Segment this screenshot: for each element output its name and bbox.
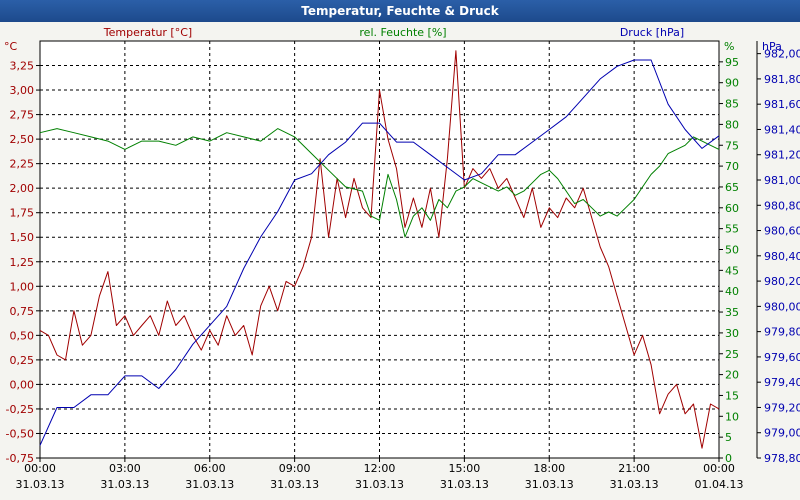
x-tick-date: 31.03.13 [610,478,659,491]
series-line-temperature [39,50,720,449]
temp-tick-label: -0,25 [6,403,34,416]
temp-tick-label: -0,50 [6,427,34,440]
x-tick-time: 09:00 [279,462,311,475]
pressure-tick-label: 979,60 [764,351,800,364]
humidity-axis-title: rel. Feuchte [%] [359,26,446,39]
x-tick-date: 31.03.13 [100,478,149,491]
pressure-tick-label: 979,40 [764,376,800,389]
humidity-tick-label: 60 [725,202,739,215]
temp-tick-label: 1,75 [10,207,35,220]
pressure-tick-label: 981,80 [764,73,800,86]
plot-area [39,40,720,459]
pressure-tick-label: 979,20 [764,401,800,414]
grid-lines [40,41,719,458]
temp-tick-label: 0,25 [10,354,35,367]
temp-axis-title: Temperatur [°C] [103,26,192,39]
x-tick-date: 31.03.13 [525,478,574,491]
temp-tick-label: 2,00 [10,182,35,195]
chart-canvas: 00:00 31.03.13 03:00 31.03.13 06:00 31.03.13 0… [0,22,800,500]
humidity-tick-label: 30 [725,327,739,340]
humidity-tick-label: 55 [725,223,739,236]
humidity-tick-label: 85 [725,98,739,111]
x-tick-time: 21:00 [618,462,650,475]
pressure-tick-label: 980,60 [764,225,800,238]
temp-tick-label: 2,75 [10,109,35,122]
temp-tick-label: 2,50 [10,133,35,146]
pressure-tick-label: 982,00 [764,48,800,61]
humidity-tick-label: 10 [725,410,739,423]
humidity-tick-label: 50 [725,244,739,257]
humidity-tick-label: 35 [725,306,739,319]
x-tick-time: 00:00 [24,462,56,475]
humidity-tick-label: 40 [725,285,739,298]
x-tick-date: 31.03.13 [16,478,65,491]
pressure-tick-label: 980,20 [764,275,800,288]
humidity-tick-label: 80 [725,118,739,131]
temp-tick-label: 0,50 [10,329,35,342]
temp-unit-label: °C [4,40,18,53]
pressure-tick-label: 981,40 [764,123,800,136]
pressure-tick-label: 979,00 [764,427,800,440]
humidity-tick-label: 20 [725,369,739,382]
humidity-tick-label: 65 [725,181,739,194]
series-layer [39,50,720,449]
temp-tick-label: 2,25 [10,158,35,171]
x-tick-time: 15:00 [449,462,481,475]
pressure-tick-label: 981,20 [764,149,800,162]
temp-tick-label: 3,00 [10,84,35,97]
pressure-tick-label: 979,80 [764,326,800,339]
x-tick-time: 06:00 [194,462,226,475]
temp-tick-label: 1,00 [10,280,35,293]
pressure-tick-label: 980,40 [764,250,800,263]
pressure-unit-label: hPa [762,40,782,53]
humidity-tick-label: 25 [725,348,739,361]
humidity-tick-label: 15 [725,389,739,402]
pressure-axis-title: Druck [hPa] [620,26,684,39]
pressure-tick-label: 981,00 [764,174,800,187]
humidity-tick-label: 45 [725,264,739,277]
humidity-tick-label: 70 [725,160,739,173]
x-tick-time: 00:00 [703,462,735,475]
series-line-pressure [39,59,720,446]
x-tick-time: 18:00 [533,462,565,475]
humidity-tick-label: 90 [725,77,739,90]
temp-tick-label: 1,50 [10,231,35,244]
temp-tick-label: 0,00 [10,378,35,391]
pressure-tick-label: 980,00 [764,300,800,313]
humidity-unit-label: % [724,40,734,53]
humidity-tick-label: 5 [725,431,732,444]
x-tick-date: 31.03.13 [185,478,234,491]
pressure-tick-label: 978,80 [764,452,800,465]
humidity-tick-label: 0 [725,452,732,465]
x-tick-date: 31.03.13 [270,478,319,491]
pressure-tick-label: 981,60 [764,98,800,111]
chart-title: Temperatur, Feuchte & Druck [0,0,800,22]
temp-tick-label: 3,25 [10,60,35,73]
axis-layer: 00:00 31.03.13 03:00 31.03.13 06:00 31.03.13 0… [6,41,800,491]
x-tick-time: 12:00 [364,462,396,475]
x-tick-date: 01.04.13 [695,478,744,491]
temp-tick-label: 0,75 [10,305,35,318]
pressure-tick-label: 980,80 [764,199,800,212]
humidity-tick-label: 75 [725,139,739,152]
x-tick-date: 31.03.13 [355,478,404,491]
x-tick-date: 31.03.13 [440,478,489,491]
humidity-tick-label: 95 [725,56,739,69]
series-line-humidity [39,128,720,238]
temp-tick-label: -0,75 [6,452,34,465]
x-tick-time: 03:00 [109,462,141,475]
temp-tick-label: 1,25 [10,256,35,269]
